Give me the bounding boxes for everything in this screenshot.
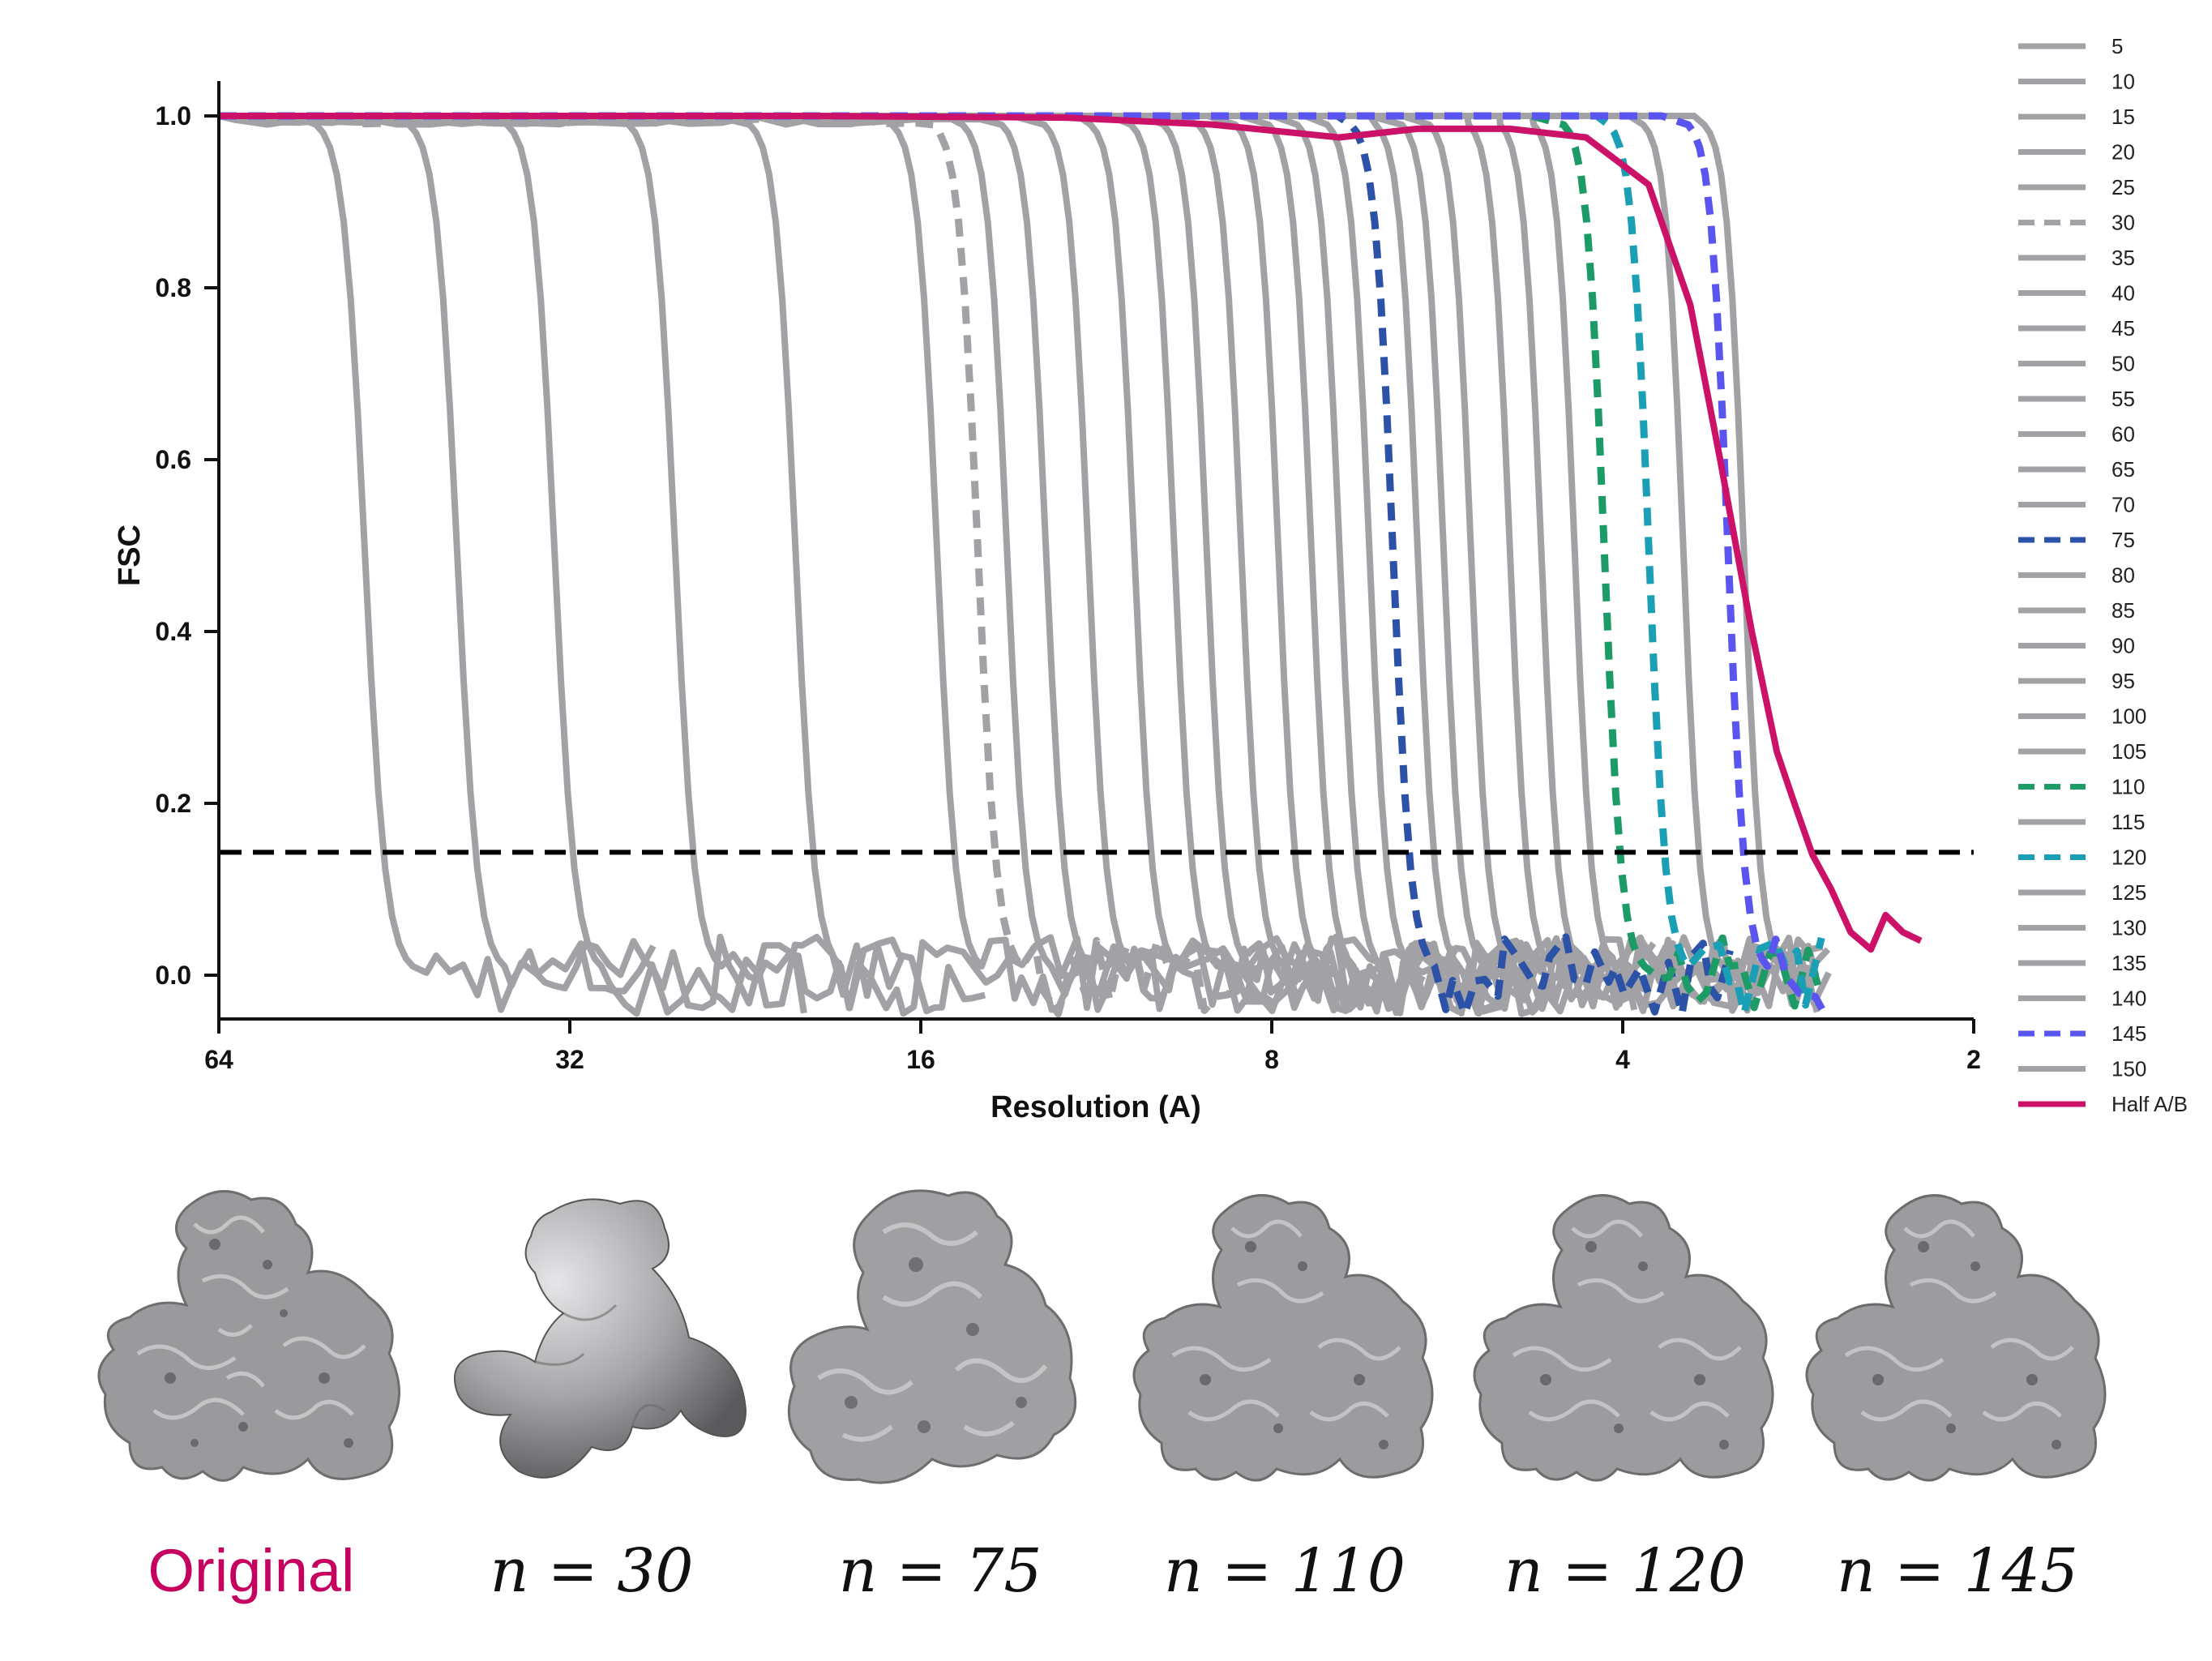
series-115-line <box>219 113 1746 1015</box>
legend-label: 40 <box>2111 281 2135 306</box>
panel-label-n145: n = 145 <box>1837 1536 2078 1606</box>
series-30-line <box>218 112 1270 1018</box>
x-tick-label: 8 <box>1264 1045 1279 1074</box>
legend-label: 115 <box>2111 810 2145 834</box>
legend-label: 100 <box>2111 704 2146 729</box>
legend-label: 80 <box>2111 563 2135 588</box>
panel-original: Original <box>81 1167 421 1654</box>
legend-label: 145 <box>2111 1021 2146 1046</box>
panel-label-original: Original <box>148 1537 355 1604</box>
legend-label: 20 <box>2111 140 2135 165</box>
legend-label: 15 <box>2111 105 2135 129</box>
x-tick-label: 2 <box>1966 1045 1981 1074</box>
y-tick-label: 0.6 <box>156 445 191 474</box>
x-tick-label: 32 <box>555 1045 584 1074</box>
legend-label: 110 <box>2111 775 2145 799</box>
structure-panels: Original n = 30 <box>0 1167 2212 1654</box>
n30-structure-image <box>454 1198 747 1479</box>
panel-n30: n = 30 <box>421 1167 762 1654</box>
legend-label: 125 <box>2111 880 2146 905</box>
n120-structure-image <box>1473 1194 1774 1482</box>
panel-n75: n = 75 <box>770 1167 1110 1654</box>
legend-label: 85 <box>2111 598 2135 623</box>
n110-structure-image <box>1132 1194 1434 1482</box>
series-85-line <box>219 113 1589 1017</box>
legend-label: 140 <box>2111 987 2146 1011</box>
legend-label: 30 <box>2111 211 2135 235</box>
series-10-line <box>218 113 807 1014</box>
n75-structure-image <box>787 1189 1077 1484</box>
n145-structure-image <box>1805 1194 2107 1482</box>
axes <box>217 81 1974 1021</box>
legend-label: 90 <box>2111 634 2135 658</box>
legend-label: 55 <box>2111 387 2135 411</box>
panel-n120: n = 120 <box>1455 1167 1795 1654</box>
fsc-curves <box>218 112 1832 1018</box>
y-tick-label: 1.0 <box>156 101 191 131</box>
panel-label-n120: n = 120 <box>1504 1536 1746 1606</box>
y-tick-label: 0.2 <box>156 789 191 818</box>
panel-label-n110: n = 110 <box>1164 1536 1405 1606</box>
y-tick-label: 0.4 <box>156 617 192 646</box>
legend-label: 45 <box>2111 316 2135 340</box>
panel-label-n75: n = 75 <box>838 1536 1042 1606</box>
legend-label: 5 <box>2111 34 2123 58</box>
legend-label: 70 <box>2111 493 2135 517</box>
panel-n110: n = 110 <box>1115 1167 1455 1654</box>
x-tick-label: 4 <box>1615 1045 1630 1074</box>
legend-label: Half A/B <box>2111 1092 2188 1116</box>
y-axis-title: FSC <box>113 524 147 586</box>
x-tick-label: 64 <box>204 1045 233 1074</box>
x-axis-title: Resolution (A) <box>990 1090 1201 1124</box>
legend-label: 25 <box>2111 175 2135 199</box>
panel-n145: n = 145 <box>1787 1167 2128 1654</box>
legend-label: 120 <box>2111 845 2146 870</box>
series-105-line <box>219 113 1772 1017</box>
legend: 5 10 15 20 25 30 35 40 45 50 55 60 65 70 75 80 85 90 95 100… <box>2018 34 2188 1116</box>
ticks: 64 32 16 8 4 2 0.0 0.2 0.4 0.6 0.8 1.0 <box>156 101 1981 1074</box>
legend-label: 150 <box>2111 1057 2146 1081</box>
original-structure-image <box>97 1190 400 1482</box>
series-5-line <box>219 113 657 1013</box>
x-tick-label: 16 <box>906 1045 935 1074</box>
legend-label: 65 <box>2111 457 2135 482</box>
half-ab-layer <box>219 113 1923 953</box>
series-55-line <box>219 113 1461 1017</box>
series-half-ab-line <box>219 113 1923 953</box>
legend-label: 10 <box>2111 70 2135 94</box>
legend-label: 50 <box>2111 352 2135 376</box>
legend-label: 60 <box>2111 422 2135 447</box>
legend-label: 95 <box>2111 669 2135 693</box>
legend-label: 135 <box>2111 951 2146 975</box>
series-20-line <box>218 113 986 1015</box>
series-90-line <box>219 113 1638 1017</box>
fsc-chart: 64 32 16 8 4 2 0.0 0.2 0.4 0.6 0.8 1.0 Resolution (… <box>113 34 2188 1124</box>
panel-label-n30: n = 30 <box>490 1536 694 1606</box>
series-75-line <box>219 112 1734 1018</box>
y-tick-label: 0.0 <box>156 961 191 990</box>
legend-label: 105 <box>2111 739 2146 764</box>
y-tick-label: 0.8 <box>156 273 191 302</box>
legend-label: 130 <box>2111 916 2146 940</box>
legend-label: 75 <box>2111 528 2135 552</box>
legend-label: 35 <box>2111 246 2135 270</box>
